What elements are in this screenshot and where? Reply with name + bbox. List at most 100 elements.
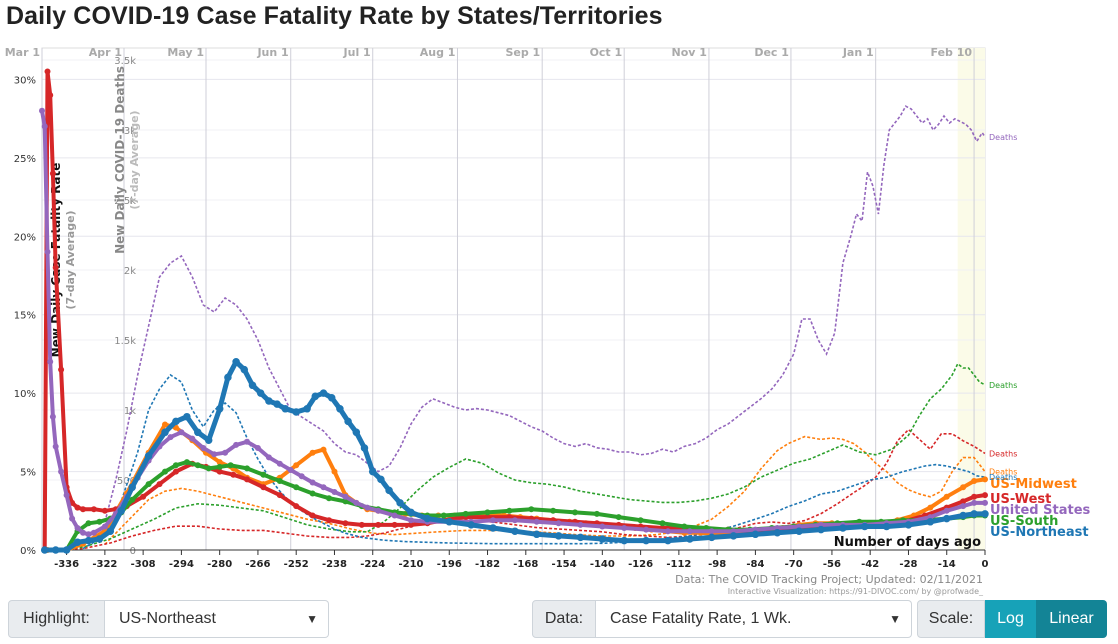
cfr-point-us-northeast [40,546,49,554]
data-label: Data: [532,600,596,638]
cfr-point-us-northeast [172,417,180,426]
cfr-point-united-states [222,449,229,456]
cfr-point-us-west [982,492,988,499]
cfr-point-us-midwest [971,478,978,484]
date-tick-label: Jun 1 [256,46,288,59]
cfr-point-us-northeast [144,452,153,460]
y-deaths-tick-label: 3k [124,126,136,137]
cfr-point-us-northeast [839,524,847,532]
y-deaths-tick-label: 3.5k [114,56,136,67]
cfr-point-us-northeast [183,412,191,421]
cfr-point-us-west [52,264,59,271]
cfr-point-united-states [408,517,414,524]
cfr-point-us-midwest [331,468,338,475]
cfr-point-us-northeast [729,532,738,540]
cfr-point-us-west [326,517,332,524]
cfr-point-united-states [298,473,305,480]
cfr-point-us-west [156,481,163,488]
cfr-point-us-west [358,521,365,528]
x-tick-label: -42 [861,559,879,570]
data-select-value: Case Fatality Rate, 1 Wk. [610,610,792,627]
cfr-point-united-states [364,504,371,511]
date-tick-label: Oct 1 [590,46,623,59]
y-right-subtitle: (7-day Average) [128,110,141,209]
cfr-point-us-northeast [344,417,352,426]
cfr-point-us-midwest [216,459,223,466]
cfr-point-us-midwest [162,421,168,428]
scale-log-button[interactable]: Log [985,600,1036,638]
cfr-point-us-northeast [73,538,82,546]
x-tick-label: -266 [245,559,270,570]
cfr-point-us-midwest [982,476,988,483]
deaths-label-us-south: Deaths [989,381,1017,390]
x-tick-label: -140 [590,559,615,570]
cfr-point-united-states [200,445,207,451]
cfr-point-us-northeast [773,528,782,537]
scale-linear-button[interactable]: Linear [1036,600,1107,638]
cfr-point-us-northeast [106,527,115,535]
y-deaths-tick-label: 500 [117,476,136,487]
cfr-point-us-northeast [396,499,404,507]
deaths-line-us-midwest [104,435,986,545]
cfr-point-us-northeast [882,522,891,531]
data-select[interactable]: Case Fatality Rate, 1 Wk. ▼ [596,600,912,638]
date-tick-label: May 1 [167,46,204,59]
x-tick-label: -280 [207,559,232,570]
cfr-point-us-northeast [311,392,320,401]
cfr-point-us-south [506,507,513,514]
cfr-point-united-states [44,248,51,255]
cfr-point-united-states [309,479,316,486]
cfr-point-us-northeast [942,514,951,523]
x-tick-label: -56 [823,559,841,570]
plot-frame [41,47,986,551]
cfr-point-us-south [484,509,491,516]
cfr-point-us-northeast [240,365,249,374]
cfr-point-united-states [41,123,48,130]
cfr-point-us-midwest [309,449,316,456]
series-label-us-northeast: US-Northeast [990,525,1089,540]
chevron-down-icon: ▼ [889,612,901,626]
y-deaths-tick-label: 1.5k [114,336,136,347]
series-label-us-south: US-South [990,514,1058,529]
cfr-point-us-west [960,498,967,505]
x-tick-label: -14 [938,559,956,570]
x-tick-label: -126 [628,559,653,570]
cfr-point-us-northeast [532,530,541,539]
date-tick-label: Aug 1 [420,46,456,59]
cfr-point-us-south [276,478,283,484]
x-tick-label: -252 [284,559,309,570]
x-tick-label: 0 [982,559,989,570]
cfr-point-us-south [528,506,535,513]
x-tick-label: -196 [437,559,462,570]
y-deaths-tick-label: 1k [124,406,136,417]
cfr-point-us-northeast [292,408,300,416]
date-tick-label: Dec 1 [754,46,789,59]
cfr-point-united-states [490,517,496,524]
cfr-point-united-states [49,413,56,420]
cfr-point-united-states [391,512,398,519]
cfr-point-us-south [572,509,578,516]
cfr-point-us-west [293,503,300,510]
cfr-point-us-northeast [959,511,967,520]
x-axis-label: Number of days ago [834,535,981,550]
highlight-select-value: US-Northeast [119,610,216,627]
cfr-point-us-south [293,484,300,491]
cfr-point-united-states [686,528,693,535]
date-tick-label: Sep 1 [505,46,540,59]
y-left-tick-label: 25% [14,154,36,165]
cfr-point-us-south [637,517,644,524]
cfr-point-us-northeast [620,536,628,545]
y-right-title: New Daily COVID-19 Deaths [113,66,127,254]
cfr-point-us-northeast [664,536,672,545]
cfr-point-us-west [230,471,237,478]
cfr-point-us-northeast [598,535,607,543]
cfr-point-us-northeast [970,510,978,518]
cfr-point-united-states [943,507,950,514]
cfr-point-united-states [63,492,70,499]
x-tick-label: -112 [666,559,691,570]
highlight-select[interactable]: US-Northeast ▼ [105,600,329,638]
cfr-point-united-states [167,434,174,441]
cfr-point-us-northeast [360,444,369,452]
y-deaths-tick-label: 0 [130,546,136,557]
cfr-point-us-south [615,514,622,521]
